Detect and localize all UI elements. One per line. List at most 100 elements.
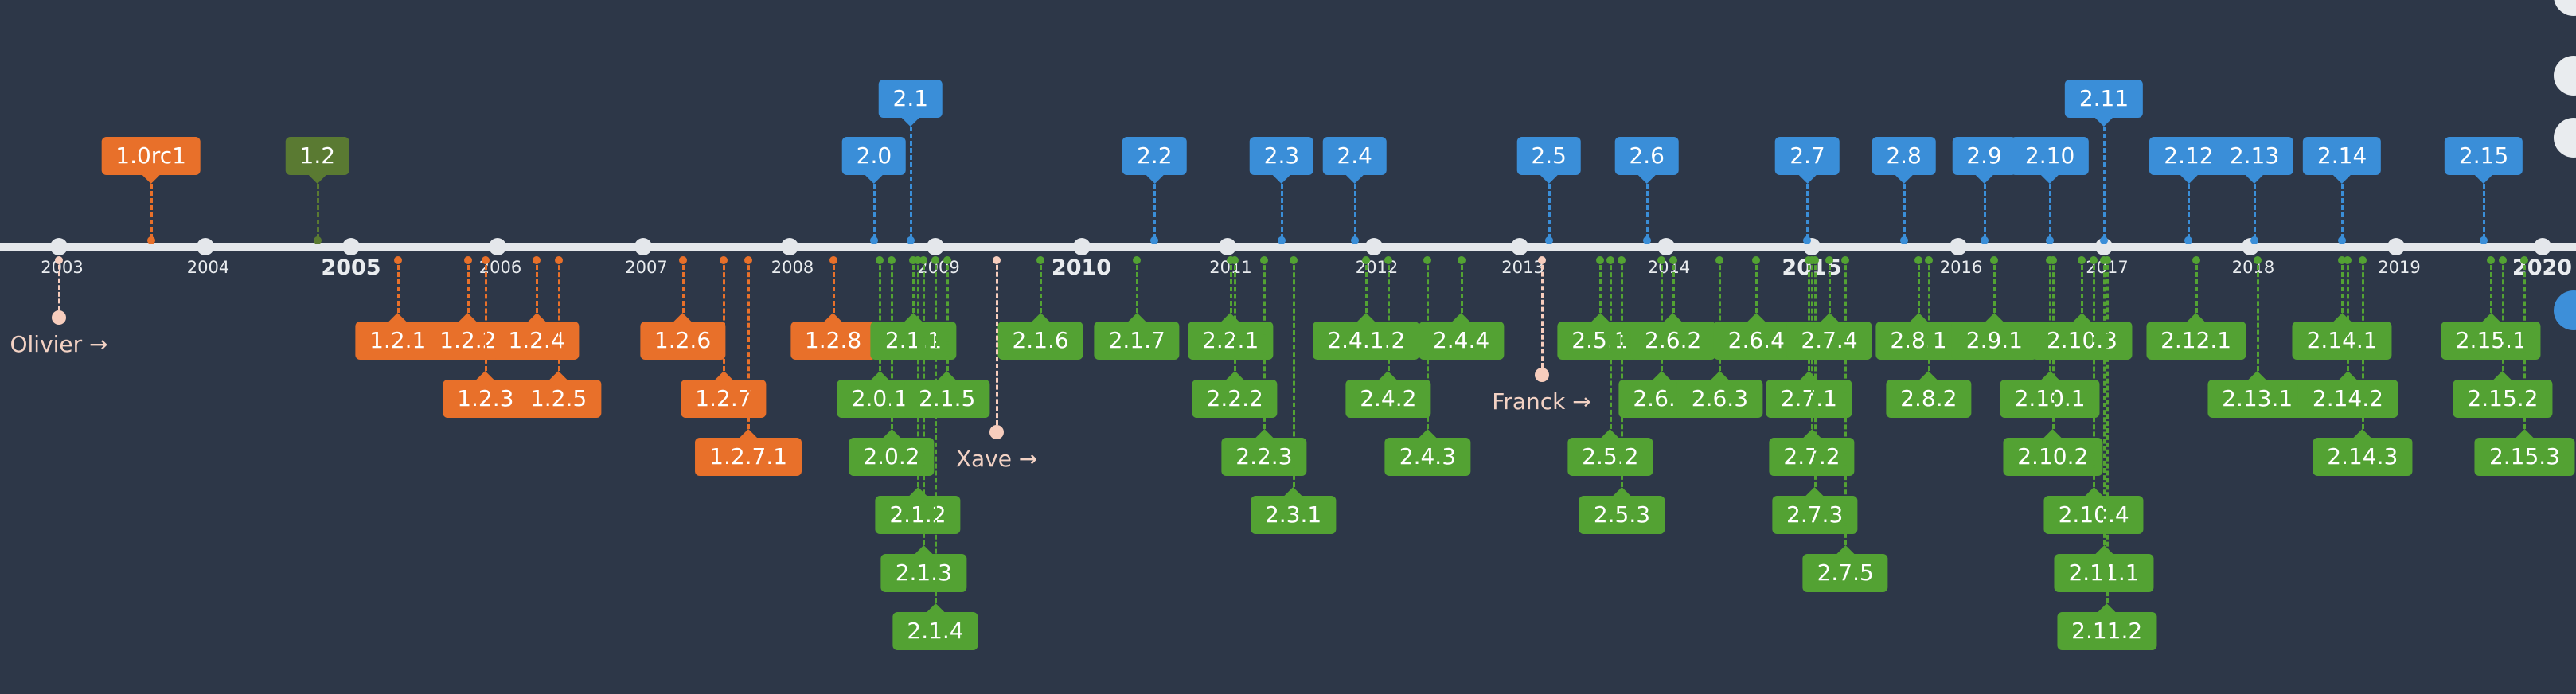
release-tag-2.7.2[interactable]: 2.7.2 (1769, 429, 1855, 476)
release-tag-2.7.1[interactable]: 2.7.1 (1766, 371, 1852, 418)
release-tag-2.9.1[interactable]: 2.9.1 (1951, 313, 2037, 360)
release-dot (1277, 236, 1286, 244)
year-tick (196, 238, 214, 255)
release-tag-1.2[interactable]: 1.2 (285, 137, 350, 184)
release-tag-2.7.5[interactable]: 2.7.5 (1802, 545, 1888, 592)
person-label[interactable]: Olivier → (10, 331, 108, 357)
release-stem (2347, 258, 2350, 371)
release-tag-2.14.3[interactable]: 2.14.3 (2313, 429, 2413, 476)
release-stem (916, 258, 919, 487)
release-tag-2.5[interactable]: 2.5 (1516, 137, 1581, 184)
release-stem (1280, 184, 1283, 239)
release-stem (1755, 258, 1758, 313)
release-tag-2.1[interactable]: 2.1 (878, 80, 943, 127)
release-dot (2090, 256, 2098, 264)
release-tag-2.5.3[interactable]: 2.5.3 (1579, 487, 1665, 534)
release-tag-2.7[interactable]: 2.7 (1775, 137, 1840, 184)
release-tag-1.2.3[interactable]: 1.2.3 (443, 371, 529, 418)
release-tag-2.13[interactable]: 2.13 (2215, 137, 2294, 184)
release-dot (463, 256, 472, 264)
release-dot (2520, 256, 2529, 264)
scroll-handle[interactable] (2554, 290, 2576, 330)
release-dot (2184, 236, 2193, 244)
release-tag-2.0[interactable]: 2.0 (841, 137, 907, 184)
info-button[interactable] (2554, 118, 2576, 158)
release-tag-2.0.2[interactable]: 2.0.2 (849, 429, 935, 476)
release-tag-2.3[interactable]: 2.3 (1249, 137, 1314, 184)
release-tag-2.1.6[interactable]: 2.1.6 (997, 313, 1083, 360)
release-tag-2.1.5[interactable]: 2.1.5 (904, 371, 990, 418)
release-dot (1752, 256, 1761, 264)
release-dot (906, 236, 915, 244)
panel-toggle-button[interactable] (2554, 0, 2576, 16)
release-tag-1.2.4[interactable]: 1.2.4 (494, 313, 580, 360)
release-tag-2.1.4[interactable]: 2.1.4 (892, 603, 978, 650)
release-stem (2106, 258, 2109, 603)
release-tag-2.11[interactable]: 2.11 (2064, 80, 2144, 127)
release-tag-2.2[interactable]: 2.2 (1122, 137, 1187, 184)
release-tag-2.9[interactable]: 2.9 (1952, 137, 2016, 184)
release-tag-2.10.3[interactable]: 2.10.3 (2032, 313, 2132, 360)
release-stem (557, 258, 560, 371)
person-label[interactable]: Xave → (955, 446, 1038, 472)
release-tag-2.6.3[interactable]: 2.6.3 (1676, 371, 1763, 418)
release-tag-2.15.3[interactable]: 2.15.3 (2474, 429, 2574, 476)
release-tag-1.2.5[interactable]: 1.2.5 (515, 371, 602, 418)
release-tag-2.7.4[interactable]: 2.7.4 (1786, 313, 1872, 360)
release-tag-1.2.7[interactable]: 1.2.7 (681, 371, 767, 418)
release-tag-2.2.1[interactable]: 2.2.1 (1188, 313, 1274, 360)
release-tag-2.4.3[interactable]: 2.4.3 (1384, 429, 1471, 476)
release-tag-2.12.1[interactable]: 2.12.1 (2146, 313, 2246, 360)
release-tag-2.10.1[interactable]: 2.10.1 (2000, 371, 2100, 418)
release-dot (393, 256, 402, 264)
release-tag-1.0rc1[interactable]: 1.0rc1 (101, 137, 201, 184)
release-tag-2.15[interactable]: 2.15 (2444, 137, 2523, 184)
release-tag-2.11.2[interactable]: 2.11.2 (2057, 603, 2157, 650)
release-tag-2.8.2[interactable]: 2.8.2 (1886, 371, 1972, 418)
release-stem (1993, 258, 1996, 313)
release-tag-2.1.2[interactable]: 2.1.2 (875, 487, 961, 534)
release-tag-2.6[interactable]: 2.6 (1614, 137, 1679, 184)
release-dot (829, 256, 837, 264)
release-stem (484, 258, 487, 371)
release-tag-2.4[interactable]: 2.4 (1322, 137, 1387, 184)
release-tag-2.4.1.2[interactable]: 2.4.1.2 (1313, 313, 1420, 360)
person-dot (989, 425, 1005, 439)
release-tag-2.3.1[interactable]: 2.3.1 (1250, 487, 1337, 534)
release-tag-2.12[interactable]: 2.12 (2149, 137, 2228, 184)
release-dot (1642, 236, 1651, 244)
release-tag-2.4.2[interactable]: 2.4.2 (1345, 371, 1431, 418)
release-tag-2.6.4[interactable]: 2.6.4 (1713, 313, 1799, 360)
release-tag-2.4.4[interactable]: 2.4.4 (1418, 313, 1505, 360)
release-tag-2.8[interactable]: 2.8 (1872, 137, 1936, 184)
release-stem (1365, 258, 1368, 313)
release-tag-2.10.2[interactable]: 2.10.2 (2003, 429, 2103, 476)
fullscreen-button[interactable] (2554, 56, 2576, 96)
release-tag-2.14[interactable]: 2.14 (2302, 137, 2382, 184)
release-dot (2192, 256, 2200, 264)
release-tag-1.2.6[interactable]: 1.2.6 (639, 313, 726, 360)
release-tag-1.2.7.1[interactable]: 1.2.7.1 (695, 429, 802, 476)
release-tag-2.5.1[interactable]: 2.5.1 (1557, 313, 1643, 360)
release-tag-2.6.2[interactable]: 2.6.2 (1630, 313, 1716, 360)
release-tag-2.10.4[interactable]: 2.10.4 (2043, 487, 2144, 534)
release-tag-2.15.2[interactable]: 2.15.2 (2453, 371, 2553, 418)
release-tag-2.1.1[interactable]: 2.1.1 (870, 313, 957, 360)
release-tag-2.7.3[interactable]: 2.7.3 (1772, 487, 1858, 534)
person-label[interactable]: Franck → (1492, 388, 1591, 415)
release-tag-2.14.1[interactable]: 2.14.1 (2292, 313, 2392, 360)
release-dot (2338, 256, 2347, 264)
release-tag-2.13.1[interactable]: 2.13.1 (2207, 371, 2308, 418)
release-tag-2.8.1[interactable]: 2.8.1 (1875, 313, 1961, 360)
release-tag-2.5.2[interactable]: 2.5.2 (1567, 429, 1653, 476)
release-dot (1289, 256, 1298, 264)
release-tag-2.1.7[interactable]: 2.1.7 (1094, 313, 1180, 360)
release-dot (2250, 236, 2258, 244)
year-tick (488, 238, 506, 255)
release-tag-2.11.1[interactable]: 2.11.1 (2054, 545, 2154, 592)
release-tag-2.1.3[interactable]: 2.1.3 (880, 545, 966, 592)
release-tag-1.2.8[interactable]: 1.2.8 (790, 313, 876, 360)
release-tag-2.14.2[interactable]: 2.14.2 (2297, 371, 2398, 418)
release-tag-2.10[interactable]: 2.10 (2010, 137, 2090, 184)
